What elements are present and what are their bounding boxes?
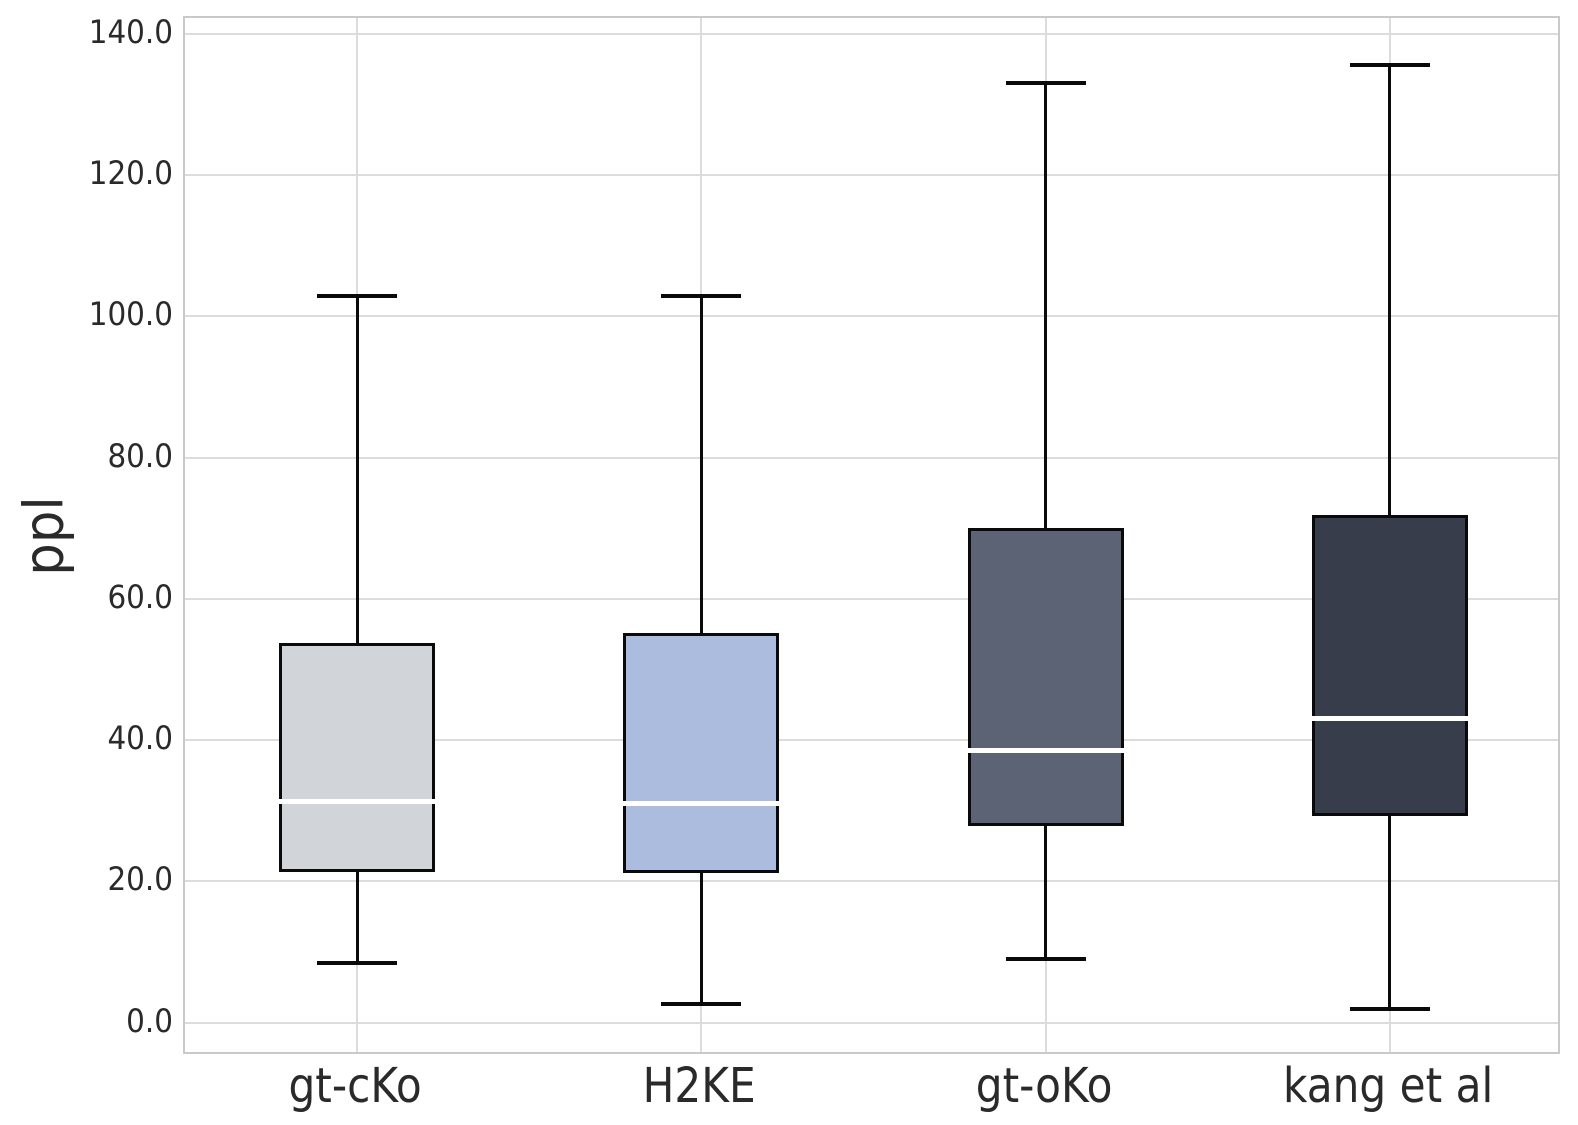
median-line-1	[623, 801, 780, 807]
upper-whisker-2	[1044, 83, 1048, 529]
median-line-2	[967, 747, 1124, 753]
lower-whisker-0	[355, 872, 359, 963]
box-1	[623, 632, 780, 873]
y-tick-label-60: 60.0	[107, 577, 173, 616]
y-tick-label-20: 20.0	[107, 860, 173, 899]
median-line-3	[1311, 716, 1468, 722]
lower-whisker-1	[699, 872, 703, 1005]
y-tick-label-0: 0.0	[126, 1001, 173, 1040]
upper-whisker-cap-1	[661, 294, 742, 299]
y-tick-label-40: 40.0	[107, 719, 173, 758]
upper-whisker-1	[699, 296, 703, 633]
x-tick-label-0: gt-cKo	[288, 1058, 422, 1114]
x-tick-label-2: gt-oKo	[975, 1058, 1112, 1114]
gridline-y-20	[185, 880, 1558, 883]
lower-whisker-cap-2	[1005, 957, 1086, 962]
lower-whisker-2	[1044, 825, 1048, 960]
gridline-y-80	[185, 456, 1558, 459]
lower-whisker-cap-3	[1349, 1007, 1430, 1012]
gridline-y-40	[185, 739, 1558, 742]
gridline-y-100	[185, 315, 1558, 318]
upper-whisker-cap-2	[1005, 81, 1086, 85]
y-tick-label-120: 120.0	[88, 153, 173, 192]
x-tick-label-3: kang et al	[1282, 1058, 1493, 1114]
gridline-y-0	[185, 1021, 1558, 1024]
gridline-y-120	[185, 173, 1558, 176]
upper-whisker-3	[1388, 65, 1392, 516]
upper-whisker-0	[355, 296, 359, 644]
plot-area	[183, 16, 1560, 1054]
y-tick-label-100: 100.0	[88, 295, 173, 334]
y-tick-label-80: 80.0	[107, 436, 173, 475]
y-tick-label-140: 140.0	[88, 12, 173, 51]
upper-whisker-cap-3	[1349, 63, 1430, 68]
gridline-y-140	[185, 32, 1558, 35]
upper-whisker-cap-0	[317, 294, 398, 299]
lower-whisker-cap-0	[317, 960, 398, 965]
y-axis-label: ppl	[12, 496, 76, 576]
box-0	[279, 643, 436, 873]
gridline-y-60	[185, 597, 1558, 600]
median-line-0	[279, 799, 436, 805]
box-2	[967, 528, 1124, 826]
x-tick-label-1: H2KE	[642, 1058, 756, 1114]
lower-whisker-cap-1	[661, 1002, 742, 1007]
lower-whisker-3	[1388, 816, 1392, 1010]
box-3	[1311, 515, 1468, 817]
